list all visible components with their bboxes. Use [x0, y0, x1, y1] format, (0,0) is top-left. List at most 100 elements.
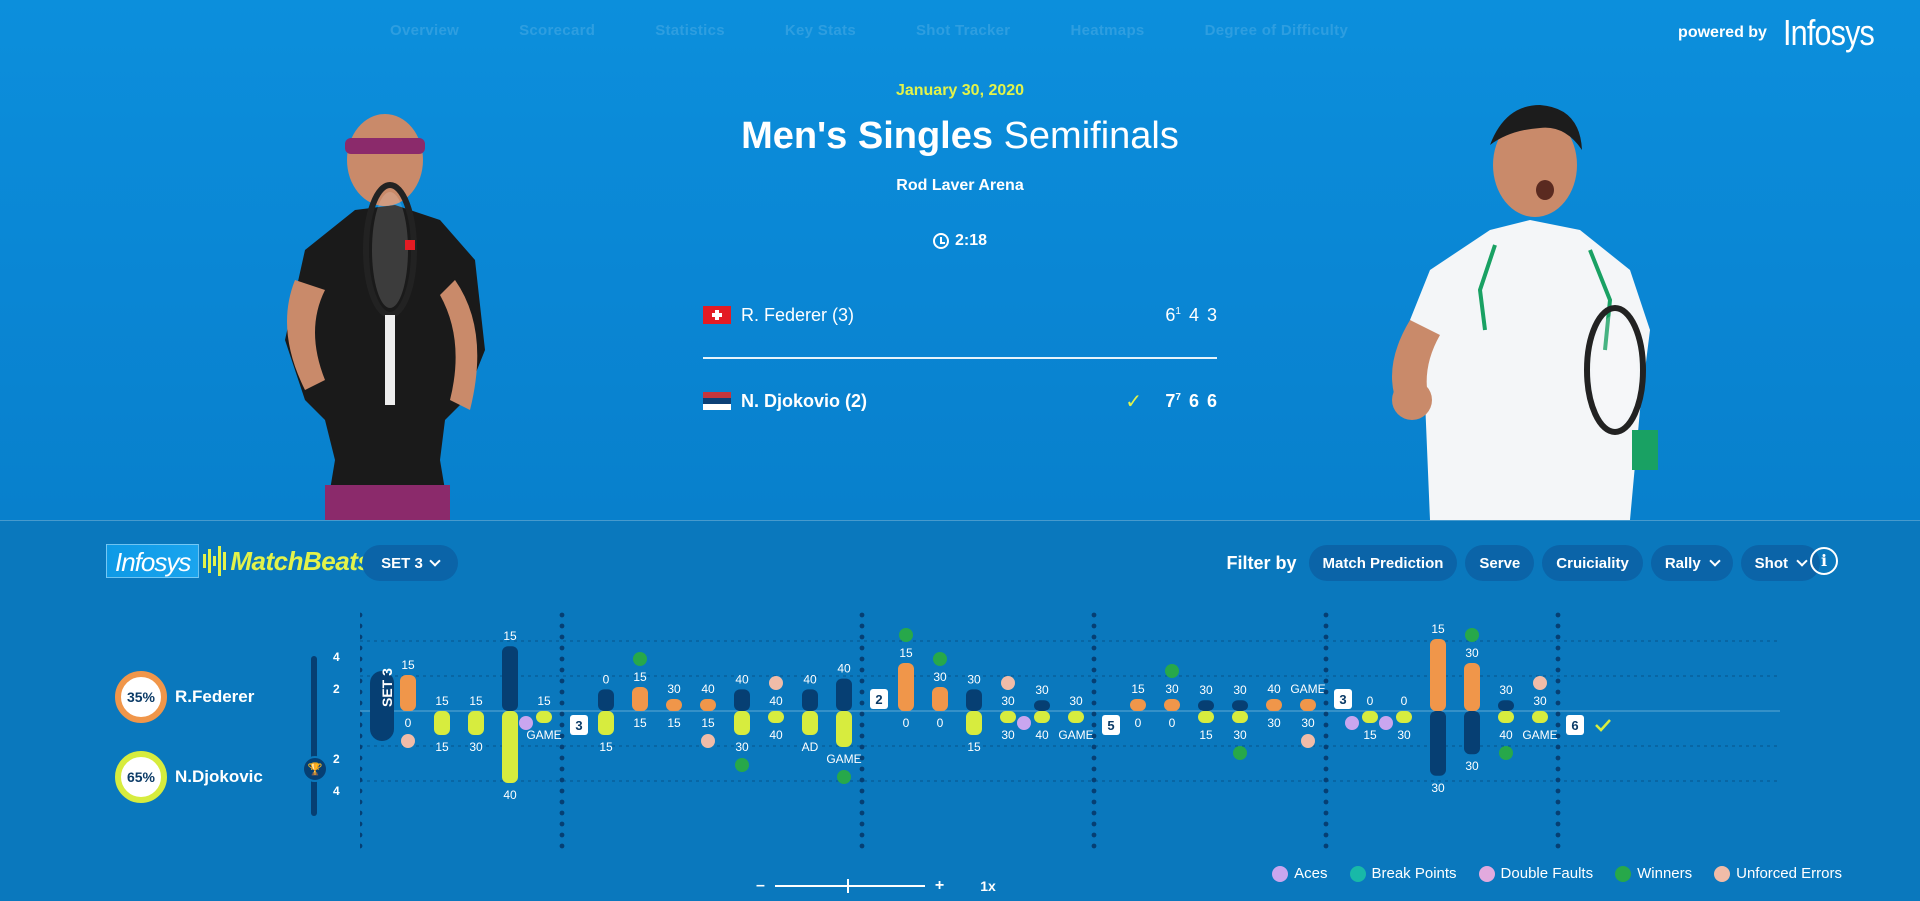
- top-nav-item[interactable]: Key Stats: [784, 22, 856, 39]
- game-separator: [1091, 788, 1097, 794]
- ace-icon: [1379, 716, 1393, 730]
- infosys-logo: Infosys: [1782, 12, 1875, 53]
- game-separator: [1091, 722, 1097, 728]
- point-score-bottom: 15: [667, 716, 681, 730]
- player-name[interactable]: N. Djokovio (2): [741, 390, 868, 411]
- win-icon: [899, 628, 913, 642]
- filter-match-prediction[interactable]: Match Prediction: [1308, 545, 1458, 581]
- point-score-bottom: GAME: [1058, 728, 1093, 742]
- game-separator: [559, 645, 565, 651]
- point-score-bottom: GAME: [826, 752, 861, 766]
- game-separator: [559, 788, 565, 794]
- matchbeats-chart[interactable]: SET 3 15 0 15 15 15 30 15 40 15 GAME 3 0 15 15 15 30 15 40…: [360, 609, 1780, 869]
- chevron-down-icon: [1709, 555, 1721, 567]
- game-separator: [1091, 755, 1097, 761]
- game-separator: [559, 843, 565, 849]
- scoreboard: R. Federer (3) 61 4 3 N. Djokovio (2) ✓ …: [703, 295, 1217, 421]
- game-separator: [1323, 788, 1329, 794]
- game-separator: [1323, 656, 1329, 662]
- game-separator: [559, 821, 565, 827]
- point-score-bottom: 15: [967, 740, 981, 754]
- filter-shot[interactable]: Shot: [1740, 545, 1820, 581]
- set-score: 61: [1165, 304, 1181, 325]
- point-bar-bottom: [802, 711, 818, 735]
- point-score-bottom: 15: [599, 740, 613, 754]
- filter-cruciality[interactable]: Cruiciality: [1542, 545, 1643, 581]
- game-separator: [1323, 667, 1329, 673]
- set-score: 77: [1165, 390, 1181, 411]
- game-separator: [859, 656, 865, 662]
- game-separator: [1555, 612, 1561, 618]
- point-score-top: 30: [1001, 694, 1015, 708]
- point-score-top: 0: [603, 672, 610, 686]
- matchbeats-panel: Infosys MatchBeats SET 3 Filter by Match…: [0, 520, 1920, 901]
- game-separator: [859, 799, 865, 805]
- point-score-top: 15: [633, 670, 647, 684]
- zoom-in-button[interactable]: +: [934, 877, 945, 894]
- point-bar-bottom: [502, 711, 518, 783]
- point-score-top: 30: [1199, 683, 1213, 697]
- top-nav-item[interactable]: Scorecard: [519, 22, 596, 39]
- game-separator: [559, 722, 565, 728]
- game-separator: [1091, 733, 1097, 739]
- zoom-slider[interactable]: [774, 879, 925, 893]
- point-score-bottom: 0: [1135, 716, 1142, 730]
- game-separator: [1091, 667, 1097, 673]
- set-dropdown[interactable]: SET 3: [362, 545, 458, 581]
- game-separator: [1323, 612, 1329, 618]
- top-nav-item[interactable]: Degree of Difficulty: [1204, 22, 1349, 39]
- match-header: Overview Scorecard Statistics Key Stats Shot…: [0, 0, 1920, 520]
- filter-serve[interactable]: Serve: [1465, 545, 1535, 581]
- set-scores: 77 6 6: [1165, 391, 1217, 412]
- player-name[interactable]: R. Federer (3): [741, 304, 855, 325]
- djokovic-label: N.Djokovic: [175, 767, 263, 786]
- win-icon: [1233, 746, 1247, 760]
- game-separator: [1323, 821, 1329, 827]
- game-separator: [1323, 700, 1329, 706]
- game-score-badge-text: 3: [1339, 692, 1346, 707]
- chevron-down-icon: [1796, 555, 1808, 567]
- momentum-scale: 4 2 2 4 🏆: [302, 650, 345, 836]
- game-separator: [859, 700, 865, 706]
- set-score: 3: [1206, 304, 1217, 325]
- zoom-slider-handle[interactable]: [846, 879, 849, 893]
- point-score-bottom: 40: [1499, 728, 1513, 742]
- game-separator: [559, 810, 565, 816]
- filter-rally[interactable]: Rally: [1650, 545, 1733, 581]
- info-icon[interactable]: i: [1810, 547, 1838, 575]
- top-nav-item[interactable]: Shot Tracker: [915, 22, 1011, 39]
- game-separator: [1323, 744, 1329, 750]
- point-score-top: 0: [1401, 694, 1408, 708]
- game-separator: [859, 733, 865, 739]
- point-bar-bottom: [1034, 711, 1050, 723]
- top-nav-item[interactable]: Statistics: [655, 22, 725, 39]
- game-separator: [1323, 832, 1329, 838]
- duration-value: 2:18: [954, 232, 988, 249]
- game-separator: [360, 667, 363, 673]
- game-separator: [859, 711, 865, 717]
- point-bar-bottom: [1068, 711, 1084, 723]
- point-score-top: 15: [435, 694, 449, 708]
- game-separator: [1555, 689, 1561, 695]
- top-nav-item[interactable]: Heatmaps: [1070, 22, 1145, 39]
- game-separator: [360, 832, 363, 838]
- top-nav-item[interactable]: Overview: [390, 22, 460, 39]
- game-score-badge-text: 2: [875, 692, 882, 707]
- game-separator: [1091, 766, 1097, 772]
- game-separator: [360, 634, 363, 640]
- winner-icon: [1615, 865, 1632, 882]
- point-score-bottom: 15: [1199, 728, 1213, 742]
- game-separator: [360, 722, 363, 728]
- final-game-badge: [1566, 715, 1584, 735]
- game-separator: [360, 612, 363, 618]
- point-score-bottom: GAME: [526, 728, 561, 742]
- win-icon: [1499, 746, 1513, 760]
- zoom-out-button[interactable]: –: [756, 877, 765, 894]
- point-score-top: 40: [1267, 682, 1281, 696]
- legend-unforced-errors: Unforced Errors: [1714, 865, 1842, 882]
- point-score-top: 40: [769, 694, 783, 708]
- game-separator: [1323, 799, 1329, 805]
- game-separator: [559, 634, 565, 640]
- point-score-top: GAME: [1290, 682, 1325, 696]
- game-separator: [1091, 656, 1097, 662]
